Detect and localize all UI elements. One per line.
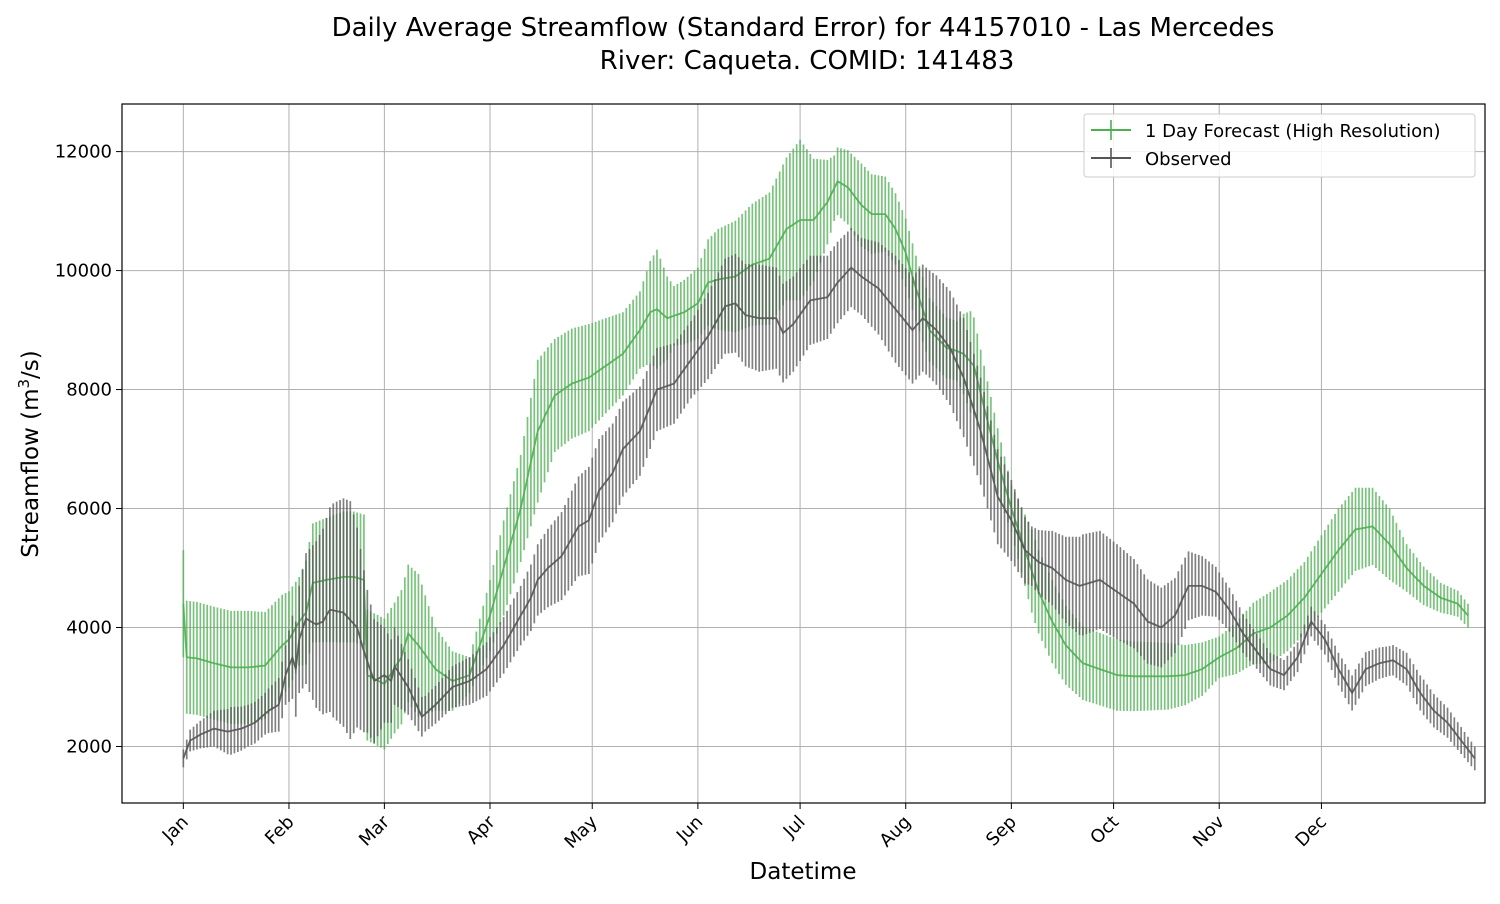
x-tick-label: Apr xyxy=(463,811,500,848)
x-tick-label: Dec xyxy=(1291,812,1330,851)
mean-line xyxy=(182,180,1469,686)
x-tick-label: Jan xyxy=(158,812,193,847)
x-tick-label: May xyxy=(561,811,602,852)
x-tick-label: Feb xyxy=(261,812,298,849)
legend-forecast-label: 1 Day Forecast (High Resolution) xyxy=(1145,121,1441,142)
y-axis-label-tail: /s) xyxy=(18,350,44,379)
y-tick-label: 2000 xyxy=(66,736,112,757)
x-tick-label: Jun xyxy=(672,812,707,847)
legend: 1 Day Forecast (High Resolution) Observe… xyxy=(1083,113,1476,178)
forecast-series xyxy=(182,139,1469,750)
mean-line xyxy=(182,266,1476,759)
x-tick-label: Sep xyxy=(982,812,1021,851)
x-axis-label: Datetime xyxy=(750,859,857,885)
observed-series xyxy=(182,228,1476,771)
x-tick-label: Oct xyxy=(1086,812,1123,849)
y-axis-ticks: 2000 4000 6000 8000 10000 12000 xyxy=(55,142,122,757)
x-tick-label: Nov xyxy=(1189,811,1229,851)
y-tick-label: 8000 xyxy=(66,380,112,401)
chart-title: Daily Average Streamflow (Standard Error… xyxy=(332,13,1275,43)
y-axis-label-main: Streamflow (m xyxy=(18,388,44,557)
series-layer xyxy=(182,139,1476,771)
y-tick-label: 6000 xyxy=(66,499,112,520)
legend-box xyxy=(1083,113,1476,178)
y-axis-label: Streamflow (m3/s) xyxy=(15,350,44,558)
x-tick-label: Aug xyxy=(876,812,916,852)
y-axis-label-superscript: 3 xyxy=(15,379,33,389)
y-tick-label: 10000 xyxy=(55,261,112,282)
x-tick-label: Jul xyxy=(779,812,810,843)
x-tick-label: Mar xyxy=(355,811,394,850)
chart-subtitle: River: Caqueta. COMID: 141483 xyxy=(600,46,1015,76)
x-axis-ticks: Jan Feb Mar Apr May Jun Jul Aug Sep Oct Nov Dec xyxy=(158,803,1331,853)
y-tick-label: 4000 xyxy=(66,618,112,639)
legend-observed-label: Observed xyxy=(1145,149,1232,170)
y-tick-label: 12000 xyxy=(55,142,112,163)
plot-frame xyxy=(121,103,1486,804)
